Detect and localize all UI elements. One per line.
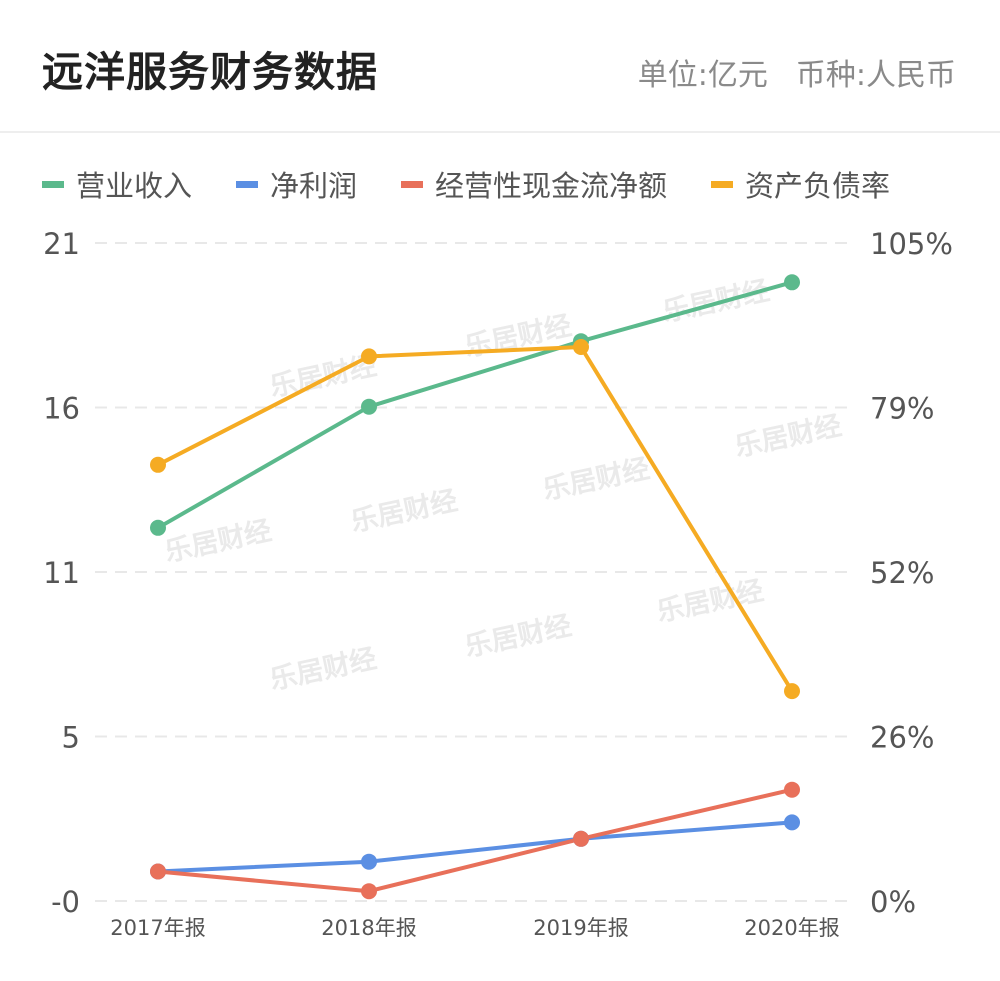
legend-item-debt-ratio[interactable]: 资产负债率 [711, 163, 890, 205]
currency-label: 币种:人民币 [795, 58, 956, 93]
legend-item-revenue[interactable]: 营业收入 [42, 163, 192, 205]
chart-legend: 营业收入 净利润 经营性现金流净额 资产负债率 [42, 160, 890, 208]
legend-label: 经营性现金流净额 [435, 169, 668, 203]
data-point[interactable] [150, 456, 166, 473]
data-point[interactable] [784, 274, 800, 291]
watermark-text: 乐居财经 [462, 609, 574, 663]
legend-swatch [42, 180, 64, 188]
data-point[interactable] [784, 683, 800, 700]
y-left-tick-label: 16 [43, 392, 80, 426]
data-point[interactable] [361, 853, 377, 870]
legend-label: 净利润 [270, 169, 358, 203]
watermark-text: 乐居财经 [348, 484, 460, 538]
watermark-text: 乐居财经 [162, 514, 274, 568]
y-right-tick-label: 105% [870, 227, 953, 261]
series-line [156, 280, 794, 530]
data-point[interactable] [150, 519, 166, 536]
watermark-text: 乐居财经 [267, 642, 379, 696]
y-left-tick-label: 5 [62, 721, 80, 755]
watermark-text: 乐居财经 [732, 409, 844, 463]
data-point[interactable] [361, 348, 377, 365]
y-left-tick-label: 11 [43, 556, 80, 590]
legend-label: 营业收入 [76, 169, 193, 203]
legend-swatch [401, 180, 424, 188]
unit-label: 单位:亿元 [637, 58, 768, 93]
data-point[interactable] [784, 781, 800, 798]
watermark-text: 乐居财经 [540, 452, 652, 506]
series-line [156, 345, 794, 694]
legend-item-cash-flow[interactable]: 经营性现金流净额 [401, 163, 667, 205]
y-right-tick-label: 79% [870, 392, 934, 426]
y-left-tick-label: 21 [43, 227, 80, 261]
x-tick-label: 2019年报 [533, 916, 628, 940]
legend-swatch [711, 180, 734, 188]
legend-item-net-profit[interactable]: 净利润 [236, 163, 357, 205]
x-tick-label: 2018年报 [321, 916, 416, 940]
series-line [156, 787, 794, 894]
legend-label: 资产负债率 [745, 169, 891, 203]
y-right-tick-label: 0% [870, 885, 916, 919]
page-title: 远洋服务财务数据 [42, 48, 378, 96]
series-line [156, 820, 794, 874]
header: 远洋服务财务数据 单位:亿元 币种:人民币 [0, 0, 1000, 133]
data-point[interactable] [784, 814, 800, 831]
watermark-text: 乐居财经 [462, 309, 574, 363]
data-point[interactable] [573, 830, 589, 847]
unit-info: 单位:亿元 币种:人民币 [638, 50, 956, 94]
data-point[interactable] [150, 863, 166, 880]
y-right-tick-label: 26% [870, 721, 934, 755]
y-right-tick-label: 52% [870, 556, 934, 590]
legend-swatch [236, 180, 259, 188]
x-tick-label: 2020年报 [744, 916, 839, 940]
y-left-tick-label: -0 [51, 885, 80, 919]
data-point[interactable] [573, 339, 589, 355]
watermark-text: 乐居财经 [660, 274, 772, 328]
x-tick-label: 2017年报 [110, 916, 205, 940]
data-point[interactable] [361, 883, 377, 900]
data-point[interactable] [361, 398, 377, 415]
